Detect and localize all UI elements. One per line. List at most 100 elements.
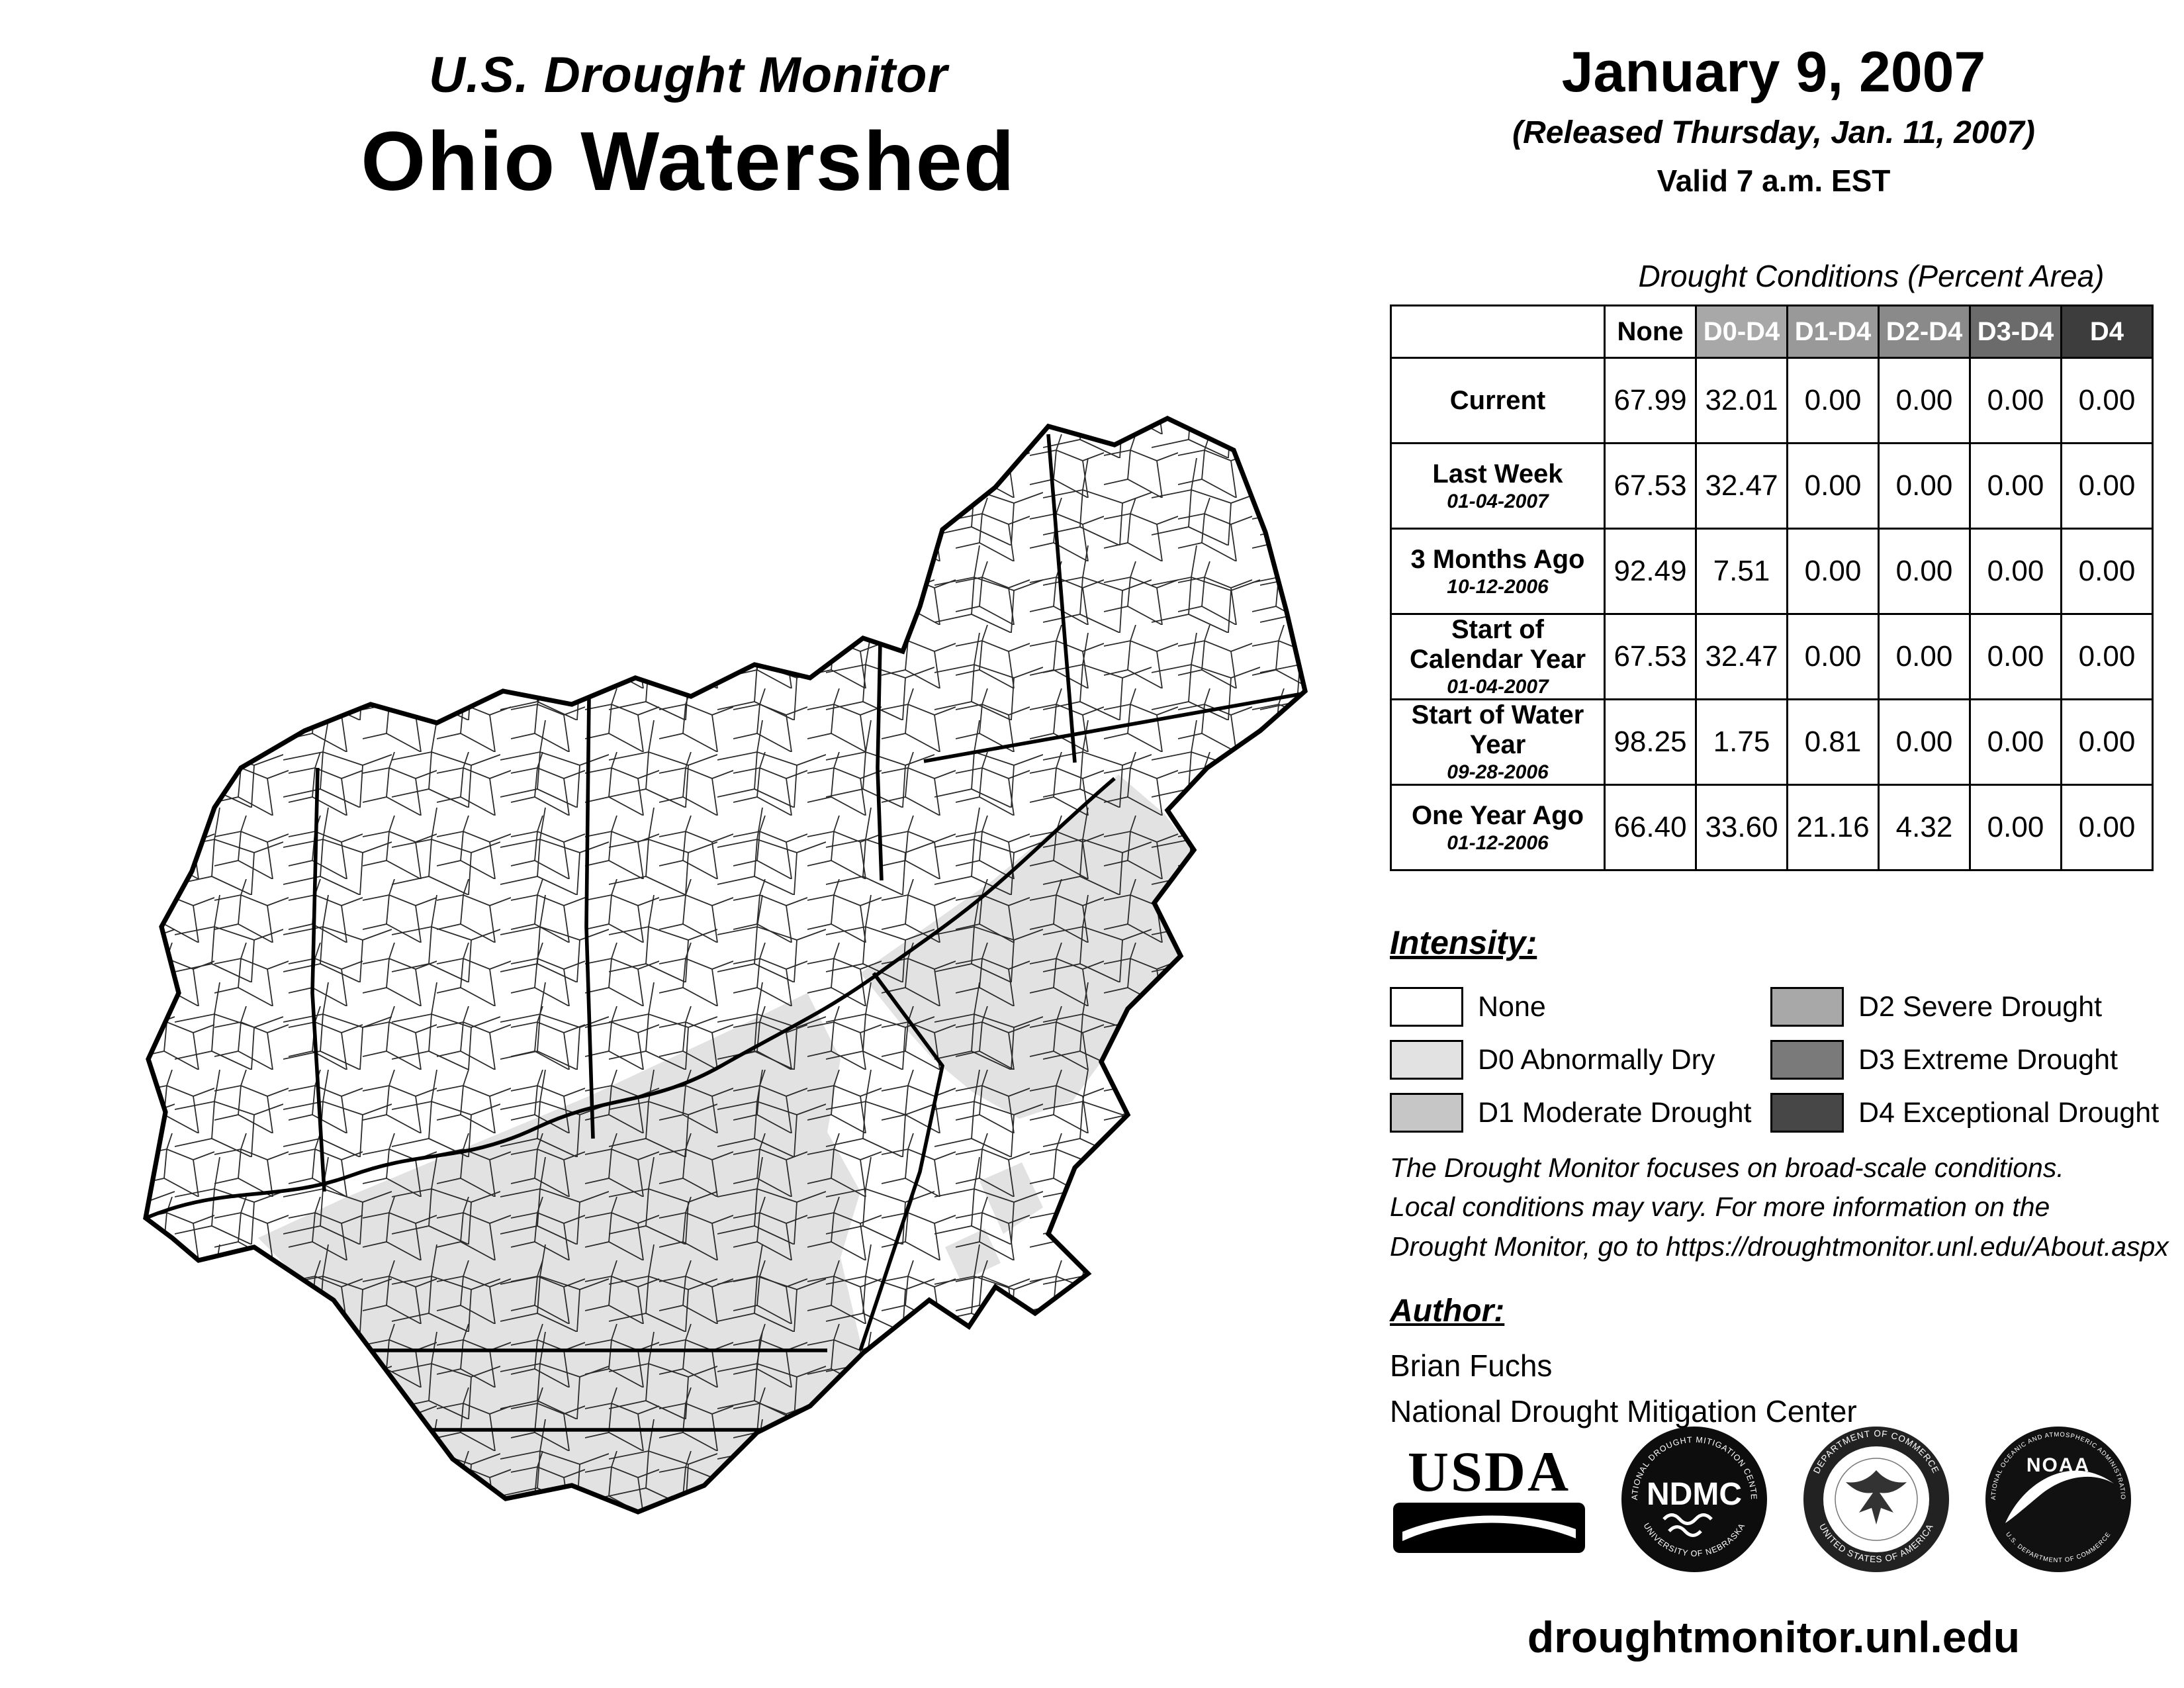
- state-borders: [278, 434, 1303, 1432]
- value-cell: 7.51: [1695, 528, 1788, 615]
- legend-label: None: [1478, 990, 1546, 1023]
- region-title: Ohio Watershed: [361, 115, 1016, 208]
- value-cell: 0.00: [1969, 442, 2062, 530]
- ndmc-wave-line: [1662, 1513, 1713, 1525]
- value-cell: 32.47: [1695, 613, 1788, 700]
- noaa-gull-swoosh: [2005, 1470, 2114, 1523]
- legend-label: D2 Severe Drought: [1858, 990, 2103, 1023]
- author-name: Brian Fuchs: [1390, 1348, 1553, 1383]
- legend-label: D3 Extreme Drought: [1858, 1043, 2118, 1076]
- row-label: One Year Ago 01-12-2006: [1390, 784, 1606, 871]
- legend-title: Intensity:: [1390, 924, 1537, 961]
- value-cell: 0.81: [1786, 698, 1880, 786]
- value-cell: 0.00: [2060, 698, 2154, 786]
- value-cell: 0.00: [1878, 528, 1971, 615]
- value-cell: 0.00: [1969, 357, 2062, 444]
- value-cell: 0.00: [1969, 528, 2062, 615]
- drought-conditions-table: None D0-D4 D1-D4 D2-D4 D3-D4 D4 Current …: [1390, 305, 2154, 871]
- usda-swoosh: [1402, 1515, 1576, 1541]
- value-cell: 98.25: [1604, 698, 1697, 786]
- legend-label: D1 Moderate Drought: [1478, 1096, 1752, 1129]
- legend-swatch-d1: [1390, 1093, 1463, 1133]
- doc-seal-inner-ring: [1835, 1458, 1918, 1541]
- agency-logos: USDA NATIONAL DROUGHT MITIGATION CENTER …: [1390, 1423, 2134, 1575]
- usda-swoosh-bar: [1393, 1503, 1585, 1553]
- disclaimer-line: The Drought Monitor focuses on broad-sca…: [1390, 1152, 2064, 1183]
- value-cell: 0.00: [1969, 698, 2062, 786]
- value-cell: 67.99: [1604, 357, 1697, 444]
- ndmc-wave-line: [1668, 1525, 1702, 1537]
- legend-item-d3: D3 Extreme Drought: [1770, 1040, 2164, 1080]
- row-label: Start of Calendar Year 01-04-2007: [1390, 613, 1606, 700]
- value-cell: 0.00: [2060, 357, 2154, 444]
- legend-swatch-d2: [1770, 987, 1844, 1027]
- usda-logo: USDA: [1390, 1443, 1588, 1556]
- released-date: (Released Thursday, Jan. 11, 2007): [1512, 115, 2035, 150]
- legend-label: D4 Exceptional Drought: [1858, 1096, 2160, 1129]
- author-block: Author: Brian Fuchs National Drought Mit…: [1390, 1288, 1857, 1434]
- value-cell: 67.53: [1604, 442, 1697, 530]
- value-cell: 0.00: [1786, 528, 1880, 615]
- legend-item-none: None: [1390, 987, 1770, 1027]
- value-cell: 92.49: [1604, 528, 1697, 615]
- ndmc-seal-circle: [1621, 1427, 1767, 1572]
- value-cell: 0.00: [1786, 357, 1880, 444]
- legend-swatch-d0: [1390, 1040, 1463, 1080]
- value-cell: 0.00: [1878, 357, 1971, 444]
- program-title: U.S. Drought Monitor: [428, 47, 948, 103]
- author-org: National Drought Mitigation Center: [1390, 1394, 1857, 1429]
- table-title: Drought Conditions (Percent Area): [1638, 259, 2105, 293]
- doc-eagle-emblem: [1846, 1470, 1907, 1524]
- ohio-river-line: [146, 776, 1116, 1220]
- value-cell: 0.00: [1878, 698, 1971, 786]
- value-cell: 4.32: [1878, 784, 1971, 871]
- col-header-d0d4: D0-D4: [1695, 305, 1788, 359]
- legend-grid: None D0 Abnormally Dry D1 Moderate Droug…: [1390, 980, 2164, 1139]
- doc-logo: DEPARTMENT OF COMMERCE UNITED STATES OF …: [1803, 1427, 1949, 1572]
- legend-swatch-d3: [1770, 1040, 1844, 1080]
- table-row-current: Current 67.99 32.01 0.00 0.00 0.00 0.00: [1390, 357, 2154, 444]
- value-cell: 0.00: [1969, 784, 2062, 871]
- drought-monitor-url[interactable]: droughtmonitor.unl.edu: [1527, 1613, 2021, 1662]
- value-cell: 0.00: [1969, 613, 2062, 700]
- value-cell: 0.00: [2060, 784, 2154, 871]
- value-cell: 0.00: [1878, 442, 1971, 530]
- ndmc-logo: NATIONAL DROUGHT MITIGATION CENTER UNIVE…: [1621, 1427, 1767, 1572]
- disclaimer-line: Local conditions may vary. For more info…: [1390, 1192, 2050, 1223]
- ohio-watershed-map: [66, 371, 1396, 1582]
- value-cell: 0.00: [2060, 613, 2154, 700]
- col-header-d3d4: D3-D4: [1969, 305, 2062, 359]
- legend-label: D0 Abnormally Dry: [1478, 1043, 1715, 1076]
- value-cell: 1.75: [1695, 698, 1788, 786]
- table-row-start-water-year: Start of Water Year 09-28-2006 98.25 1.75…: [1390, 698, 2154, 786]
- noaa-logo: NATIONAL OCEANIC AND ATMOSPHERIC ADMINIS…: [1985, 1427, 2131, 1572]
- valid-time: Valid 7 a.m. EST: [1657, 164, 1891, 198]
- legend-item-d4: D4 Exceptional Drought: [1770, 1093, 2164, 1133]
- disclaimer-line: Drought Monitor, go to https://droughtmo…: [1390, 1231, 2169, 1262]
- legend-item-d1: D1 Moderate Drought: [1390, 1093, 1770, 1133]
- col-header-d1d4: D1-D4: [1786, 305, 1880, 359]
- table-row-one-year-ago: One Year Ago 01-12-2006 66.40 33.60 21.16…: [1390, 784, 2154, 871]
- col-header-none: None: [1604, 305, 1697, 359]
- table-row-last-week: Last Week 01-04-2007 67.53 32.47 0.00 0.0…: [1390, 442, 2154, 530]
- date-block: January 9, 2007 (Released Thursday, Jan.…: [1423, 40, 2124, 199]
- value-cell: 0.00: [1786, 613, 1880, 700]
- col-header-d2d4: D2-D4: [1878, 305, 1971, 359]
- value-cell: 32.47: [1695, 442, 1788, 530]
- value-cell: 66.40: [1604, 784, 1697, 871]
- row-label: Last Week 01-04-2007: [1390, 442, 1606, 530]
- table-header-row: None D0-D4 D1-D4 D2-D4 D3-D4 D4: [1390, 305, 2154, 359]
- noaa-seal-circle: [1985, 1427, 2131, 1572]
- row-label: Start of Water Year 09-28-2006: [1390, 698, 1606, 786]
- value-cell: 21.16: [1786, 784, 1880, 871]
- county-lines-layer-2: [146, 418, 1305, 1512]
- value-cell: 0.00: [1878, 613, 1971, 700]
- value-cell: 67.53: [1604, 613, 1697, 700]
- table-row-3-months-ago: 3 Months Ago 10-12-2006 92.49 7.51 0.00 0…: [1390, 528, 2154, 615]
- col-header-d4: D4: [2060, 305, 2154, 359]
- intensity-legend: Intensity: None D0 Abnormally Dry D1 Mod…: [1390, 923, 2164, 1139]
- legend-item-d0: D0 Abnormally Dry: [1390, 1040, 1770, 1080]
- disclaimer-text: The Drought Monitor focuses on broad-sca…: [1390, 1149, 2169, 1266]
- table-corner-cell: [1390, 305, 1606, 359]
- legend-swatch-d4: [1770, 1093, 1844, 1133]
